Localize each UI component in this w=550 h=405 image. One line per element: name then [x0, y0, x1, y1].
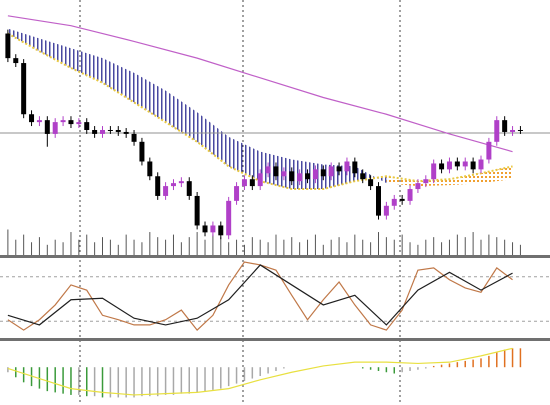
candle-body — [344, 161, 350, 172]
candle-body — [131, 133, 137, 142]
candle-body — [383, 205, 389, 216]
candle-body — [92, 129, 98, 134]
candle-body — [100, 129, 106, 134]
candle-body — [423, 179, 429, 184]
candle-body — [257, 173, 263, 187]
candle-body — [375, 186, 381, 216]
candle-body — [281, 171, 287, 177]
candle-body — [486, 141, 492, 160]
candle-body — [60, 120, 66, 123]
panel-divider — [0, 338, 550, 341]
candle-body — [155, 176, 161, 196]
candle-body — [123, 131, 129, 134]
candle-body — [273, 166, 279, 177]
candle-body — [194, 195, 200, 226]
candle-body — [494, 120, 500, 142]
candle-body — [29, 114, 35, 123]
candle-body — [139, 141, 145, 162]
candle-body — [446, 161, 452, 170]
candle-body — [68, 120, 74, 125]
candle-body — [186, 181, 192, 196]
candle-body — [305, 173, 311, 180]
candle-body — [178, 181, 184, 184]
candle-body — [36, 120, 42, 123]
candle-body — [517, 129, 523, 131]
candle-body — [44, 120, 50, 134]
candle-body — [218, 225, 224, 236]
moving-average — [7, 15, 513, 153]
candle-body — [360, 173, 366, 180]
candle-body — [462, 161, 468, 167]
candle-body — [297, 173, 303, 182]
candle-body — [439, 163, 445, 170]
candle-body — [336, 166, 342, 172]
candle-body — [115, 129, 121, 132]
cloud-area — [7, 28, 387, 190]
candle-body — [265, 166, 271, 174]
candle-body — [163, 186, 169, 196]
candle-body — [21, 63, 27, 115]
candle-body — [368, 179, 374, 187]
candle-body — [407, 189, 413, 201]
candle-body — [391, 198, 397, 206]
candle-body — [328, 166, 334, 177]
signal-line — [7, 347, 513, 396]
candle-body — [5, 33, 11, 59]
candle-body — [210, 225, 216, 233]
candle-body — [399, 198, 405, 201]
candle-body — [454, 161, 460, 167]
candle-body — [52, 122, 58, 134]
candle-body — [84, 122, 90, 130]
candle-body — [415, 183, 421, 190]
candle-body — [352, 161, 358, 174]
candle-body — [170, 183, 176, 187]
candle-body — [470, 161, 476, 170]
candle-body — [13, 58, 19, 64]
candle-body — [226, 200, 232, 236]
candle-body — [502, 120, 508, 132]
candle-body — [249, 179, 255, 187]
candle-body — [510, 129, 516, 132]
candle-body — [431, 163, 437, 180]
candle-body — [320, 169, 326, 177]
candle-body — [107, 129, 113, 131]
candle-body — [289, 171, 295, 182]
candle-body — [312, 169, 318, 180]
candle-body — [202, 225, 208, 233]
candle-body — [241, 179, 247, 187]
candle-body — [234, 186, 240, 201]
panel-divider — [0, 255, 550, 258]
candle-body — [147, 161, 153, 177]
candle-body — [478, 159, 484, 170]
oscillator-line — [7, 264, 513, 326]
candle-body — [76, 122, 82, 125]
